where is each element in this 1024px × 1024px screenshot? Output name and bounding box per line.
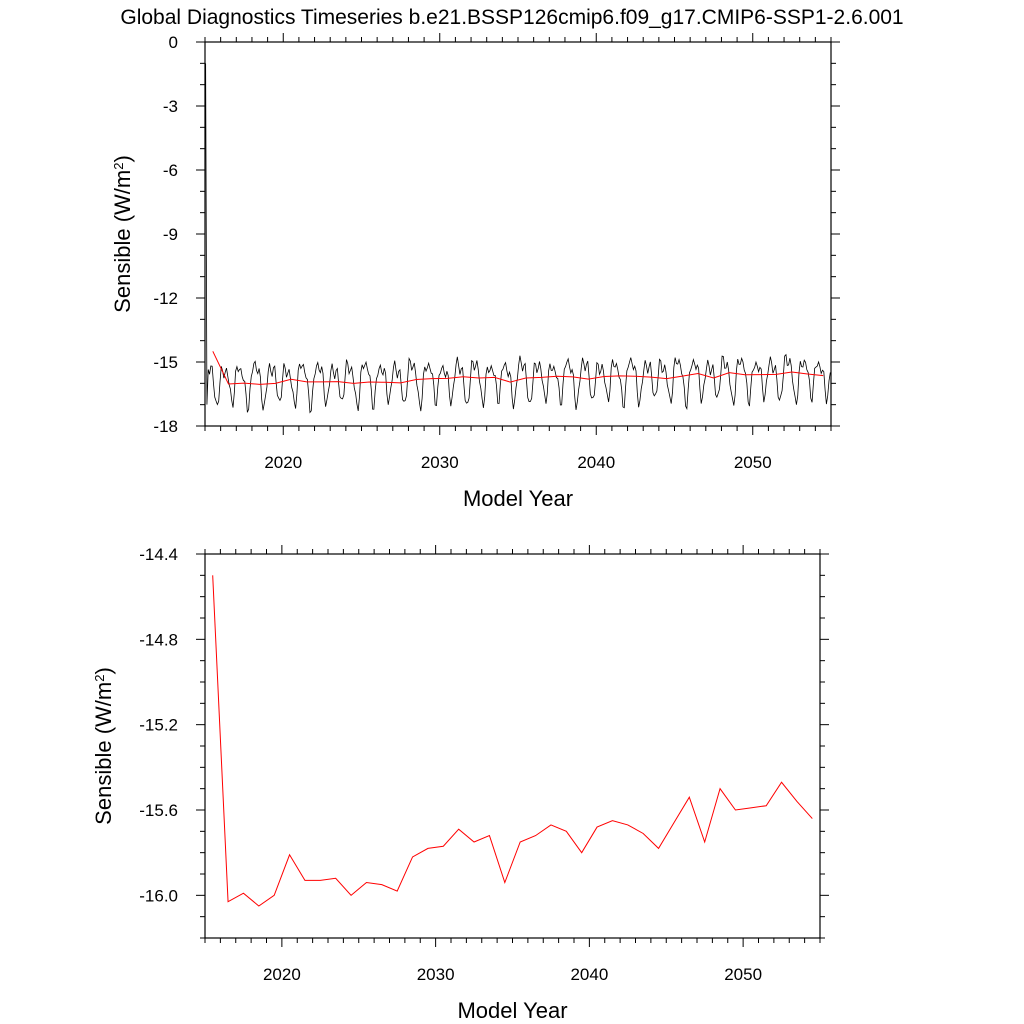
plot-frame [204, 553, 821, 939]
y-tick-label: -16.0 [139, 886, 178, 905]
y-tick-label: -15.6 [139, 801, 178, 820]
x-tick-label: 2020 [263, 965, 301, 984]
y-tick-label: -15 [153, 353, 178, 372]
y-tick-label: 0 [169, 33, 178, 52]
x-tick-label: 2030 [421, 453, 459, 472]
y-axis-label-end: ) [110, 155, 135, 162]
x-tick-label: 2050 [734, 453, 772, 472]
y-axis-label: Sensible (W/m2) [110, 155, 135, 313]
chart-panel-top: 2020 2030 2040 2050 0 -3 -6 -9 -12 -15 -18 Model Ye… [110, 33, 840, 511]
y-tick-label: -12 [153, 289, 178, 308]
chart-panel-bottom: 2020 2030 2040 2050 -14.4 -14.8 -15.2 -15.6 -16.… [91, 545, 829, 1023]
y-tick-label: -3 [163, 97, 178, 116]
y-axis-label-end: ) [91, 667, 116, 674]
y-axis-label: Sensible (W/m2) [91, 667, 116, 825]
series-line-annual [212, 575, 813, 907]
y-tick-label: -14.8 [139, 630, 178, 649]
y-axis-label-main: Sensible (W/m [91, 682, 116, 825]
y-tick-label: -9 [163, 225, 178, 244]
x-tick-label: 2020 [264, 453, 302, 472]
x-tick-label: 2040 [570, 965, 608, 984]
series-line-monthly [205, 63, 831, 414]
x-tick-label: 2050 [724, 965, 762, 984]
y-axis-label-sup: 2 [111, 163, 126, 170]
series-line-annual [212, 351, 824, 385]
y-tick-label: -6 [163, 161, 178, 180]
y-tick-label: -14.4 [139, 545, 178, 564]
figure-title: Global Diagnostics Timeseries b.e21.BSSP… [120, 6, 903, 29]
y-axis-label-main: Sensible (W/m [110, 170, 135, 313]
x-axis-label: Model Year [463, 486, 573, 511]
y-axis-label-sup: 2 [92, 675, 107, 682]
x-tick-label: 2030 [417, 965, 455, 984]
x-axis-label: Model Year [457, 998, 567, 1023]
y-tick-label: -18 [153, 417, 178, 436]
x-tick-label: 2040 [577, 453, 615, 472]
y-tick-label: -15.2 [139, 716, 178, 735]
